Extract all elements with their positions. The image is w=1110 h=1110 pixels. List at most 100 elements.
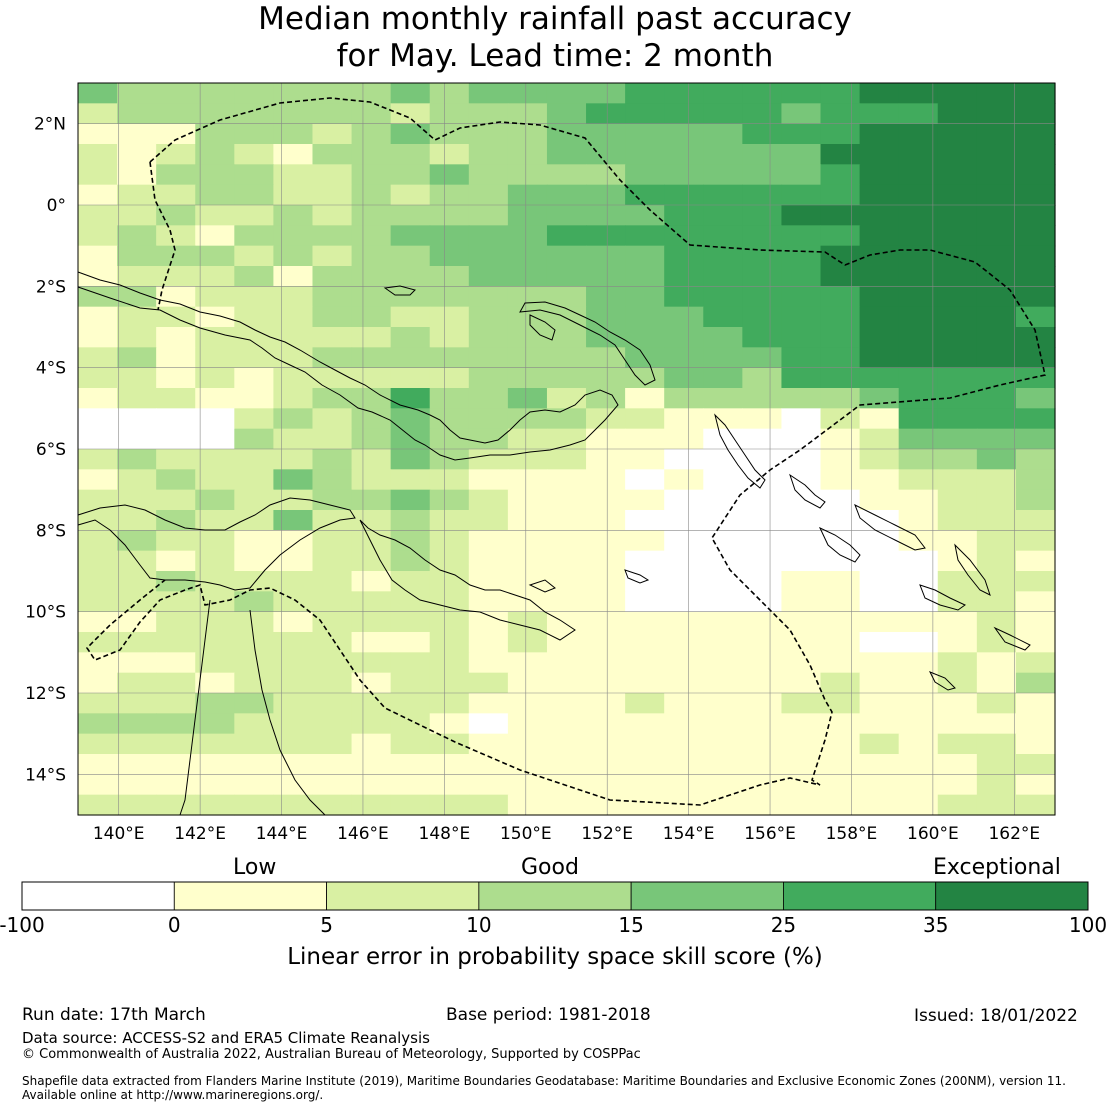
skill-cell (429, 225, 470, 247)
skill-cell (273, 286, 314, 308)
skill-cell (898, 733, 939, 755)
skill-cell (117, 693, 157, 714)
skill-cell (468, 266, 509, 287)
skill-cell (273, 449, 314, 470)
skill-cell (546, 591, 587, 613)
skill-cell (468, 591, 509, 613)
skill-cell (195, 550, 235, 572)
skill-cell (703, 550, 743, 572)
skill-cell (468, 550, 509, 572)
skill-cell (859, 347, 900, 369)
skill-cell (1015, 103, 1056, 125)
skill-cell (273, 611, 314, 633)
skill-cell (468, 754, 509, 775)
skill-cell (898, 489, 939, 511)
skill-cell (273, 550, 314, 572)
skill-cell (156, 286, 196, 308)
skill-cell (156, 733, 196, 755)
skill-cell (351, 571, 392, 592)
skill-cell (976, 469, 1017, 491)
skill-cell (898, 449, 939, 470)
skill-cell (351, 510, 392, 531)
skill-cell (390, 327, 431, 348)
skill-cell (1015, 794, 1056, 816)
skill-cell (312, 510, 353, 531)
skill-cell (781, 286, 822, 308)
skill-cell (507, 571, 548, 592)
skill-cell (156, 611, 196, 633)
skill-cell (781, 388, 822, 409)
skill-cell (312, 469, 353, 491)
skill-cell (820, 489, 861, 511)
skill-cell (937, 306, 978, 328)
skill-cell (625, 428, 665, 450)
skill-cell (859, 794, 900, 816)
skill-cell (468, 164, 509, 186)
skill-cell (859, 672, 900, 694)
skill-cell (703, 266, 743, 287)
skill-cell (625, 611, 665, 633)
skill-cell (546, 794, 587, 816)
skill-cell (586, 123, 626, 145)
skill-cell (937, 388, 978, 409)
skill-cell (820, 286, 861, 308)
coastline-solomons-3 (818, 526, 861, 563)
skill-cell (156, 123, 196, 145)
skill-cell (820, 591, 861, 613)
skill-cell (820, 754, 861, 775)
skill-cell (429, 754, 470, 775)
skill-cell (937, 367, 978, 389)
skill-cell (234, 327, 274, 348)
skill-cell (586, 489, 626, 511)
skill-cell (390, 83, 431, 104)
skill-cell (898, 144, 939, 165)
skill-cell (78, 327, 118, 348)
skill-cell (820, 347, 861, 369)
skill-cell (390, 286, 431, 308)
skill-cell (195, 123, 235, 145)
skill-cell (429, 652, 470, 674)
colorbar-swatch (478, 881, 632, 911)
lat-tick-label: 0° (47, 196, 66, 216)
skill-cell (703, 388, 743, 409)
chart-title-line1: Median monthly rainfall past accuracy (258, 1, 852, 37)
colorbar-swatch (630, 881, 784, 911)
skill-cell (898, 469, 939, 491)
skill-cell (546, 266, 587, 287)
skill-cell (820, 388, 861, 409)
skill-cell (781, 489, 822, 511)
skill-cell (898, 428, 939, 450)
coastline-new-britain (519, 301, 656, 386)
skill-cell (586, 652, 626, 674)
skill-cell (546, 632, 587, 653)
skill-cell (351, 184, 392, 206)
skill-cell (742, 774, 783, 796)
skill-cell (742, 713, 783, 735)
skill-cell (117, 754, 157, 775)
skill-cell (312, 652, 353, 674)
skill-cell (195, 408, 235, 430)
skill-cell (156, 347, 196, 369)
map-gridlines (78, 83, 1055, 815)
skill-cell (468, 713, 509, 735)
skill-cell (468, 611, 509, 633)
skill-cell (78, 83, 118, 104)
skill-cell (390, 611, 431, 633)
skill-cell (742, 530, 783, 552)
skill-cell (117, 144, 157, 165)
skill-cell (546, 123, 587, 145)
skill-cell (156, 754, 196, 775)
skill-cell (586, 733, 626, 755)
skill-cell (976, 510, 1017, 531)
skill-cell (546, 550, 587, 572)
skill-cell (625, 327, 665, 348)
skill-cell (976, 184, 1017, 206)
skill-cell (195, 652, 235, 674)
skill-cell (625, 144, 665, 165)
footer-shapefile-line1: Shapefile data extracted from Flanders M… (22, 1074, 1066, 1088)
skill-cell (546, 306, 587, 328)
skill-cell (156, 652, 196, 674)
skill-cell (546, 530, 587, 552)
skill-cell (703, 245, 743, 267)
skill-cell (390, 530, 431, 552)
